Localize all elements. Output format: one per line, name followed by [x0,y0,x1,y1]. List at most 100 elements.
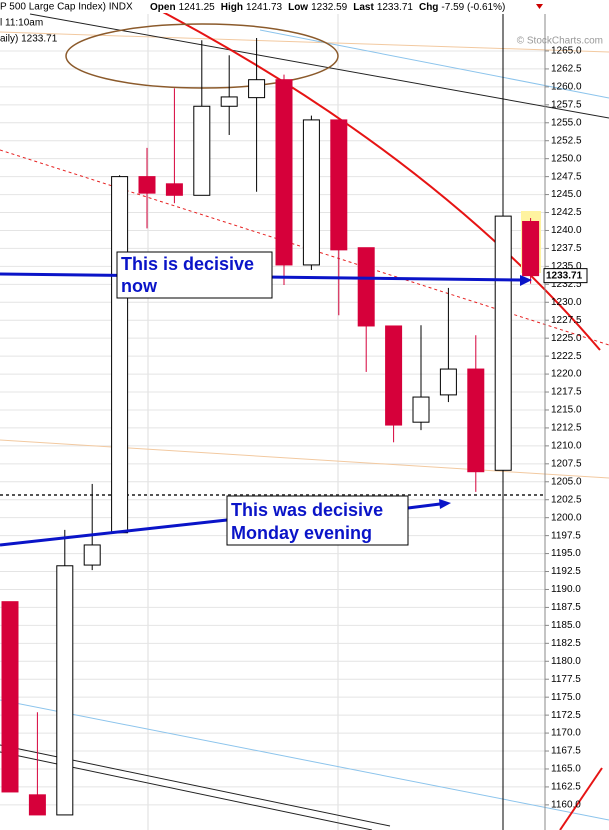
header-note: l 11:10am [0,18,43,29]
grid [0,14,545,830]
trend-line [559,767,603,830]
candle-body [494,215,512,471]
y-tick-label: 1230.0 [551,297,582,308]
candle-body [302,119,320,266]
y-tick-label: 1255.0 [551,117,582,128]
header-quote: Open 1241.25 High 1241.73 Low 1232.59 Last 1233… [150,2,505,13]
candle-body [83,544,101,566]
y-tick-label: 1182.5 [551,638,581,649]
quote-label: High [221,2,243,13]
candle-body [193,105,211,196]
y-tick-label: 1177.5 [551,674,581,685]
candle-body [56,565,74,816]
y-tick-label: 1232.5 [551,279,582,290]
y-tick-label: 1245.0 [551,189,582,200]
credit: © StockCharts.com [517,36,603,47]
y-tick-label: 1242.5 [551,207,582,218]
candle-body [28,794,46,816]
y-tick-label: 1187.5 [551,602,581,613]
down-triangle [536,4,543,9]
y-tick-label: 1262.5 [551,64,582,75]
arrow [0,518,228,547]
y-tick-label: 1227.5 [551,315,582,326]
candle-body [330,119,348,251]
candle-body [522,221,540,277]
quote-label: Last [353,2,374,13]
candle-body [275,79,293,266]
price-label: 1233.71 [546,270,583,281]
trend-line [0,699,609,821]
y-tick-label: 1200.0 [551,512,582,523]
y-axis: 1160.0 1162.5 1165.0 1167.5 1170.0 1172.5 1175… [543,14,588,830]
header-note: aily) 1233.71 [0,34,58,45]
annotation-text: This was decisive [231,500,383,520]
y-tick-label: 1190.0 [551,584,581,595]
y-tick-label: 1180.0 [551,656,581,667]
arrow [407,502,441,510]
annotation-box [116,251,273,299]
trend-line [0,31,609,53]
trend-line [29,13,609,119]
quote-value: -7.59 (-0.61%) [441,2,505,13]
candle-body [467,368,485,473]
candle-body [412,396,430,423]
quote-value: 1241.73 [246,2,283,13]
annotation: This is decisive now [116,251,273,299]
y-tick-label: 1212.5 [551,423,582,434]
quote-label: Chg [419,2,438,13]
y-tick-label: 1172.5 [551,710,581,721]
candle-body [165,183,183,196]
annotation: This was decisive Monday evening [226,495,409,546]
quote-label: Low [288,2,308,13]
y-tick-label: 1215.0 [551,405,582,416]
header-title: P 500 Large Cap Index) INDX [0,2,133,13]
y-tick-label: 1225.0 [551,333,582,344]
y-tick-label: 1162.5 [551,782,581,793]
annotation-text: This is decisive [121,254,254,274]
candle-body [220,96,238,107]
y-tick-label: 1265.0 [551,46,582,57]
y-tick-label: 1167.5 [551,746,581,757]
annotation-text: Monday evening [231,523,372,543]
y-tick-label: 1165.0 [551,764,581,775]
y-tick-label: 1240.0 [551,225,582,236]
candle-body [138,176,156,194]
y-tick-label: 1210.0 [551,441,582,452]
y-tick-label: 1235.0 [551,261,582,272]
y-tick-label: 1205.0 [551,476,582,487]
trend-line [0,439,609,479]
candle-body [248,79,266,99]
y-tick-label: 1217.5 [551,387,582,398]
trend-line [259,29,609,99]
quote-value: 1241.25 [179,2,216,13]
arrow-head [439,499,451,509]
y-tick-label: 1197.5 [551,530,581,541]
y-tick-label: 1195.0 [551,548,581,559]
trend-curve [139,0,601,351]
y-tick-label: 1170.0 [551,728,581,739]
annotation-box [226,495,409,546]
arrow-head [520,275,532,286]
quote-label: Open [150,2,176,13]
y-tick-label: 1160.0 [551,800,581,811]
y-tick-label: 1260.0 [551,82,582,93]
y-tick-label: 1202.5 [551,494,582,505]
y-tick-label: 1222.5 [551,351,582,362]
y-tick-label: 1247.5 [551,171,582,182]
candle-body [357,247,375,327]
annotation-text: now [121,276,158,296]
candle-body [1,601,19,793]
y-tick-label: 1257.5 [551,99,582,110]
candle-body [385,325,403,426]
quote-value: 1232.59 [311,2,348,13]
price-label-box [543,268,588,284]
y-tick-label: 1185.0 [551,620,581,631]
y-tick-label: 1220.0 [551,369,582,380]
y-tick-label: 1175.0 [551,692,581,703]
candles [1,38,540,816]
y-tick-label: 1252.5 [551,135,582,146]
quote-value: 1233.71 [377,2,414,13]
y-tick-label: 1207.5 [551,458,582,469]
